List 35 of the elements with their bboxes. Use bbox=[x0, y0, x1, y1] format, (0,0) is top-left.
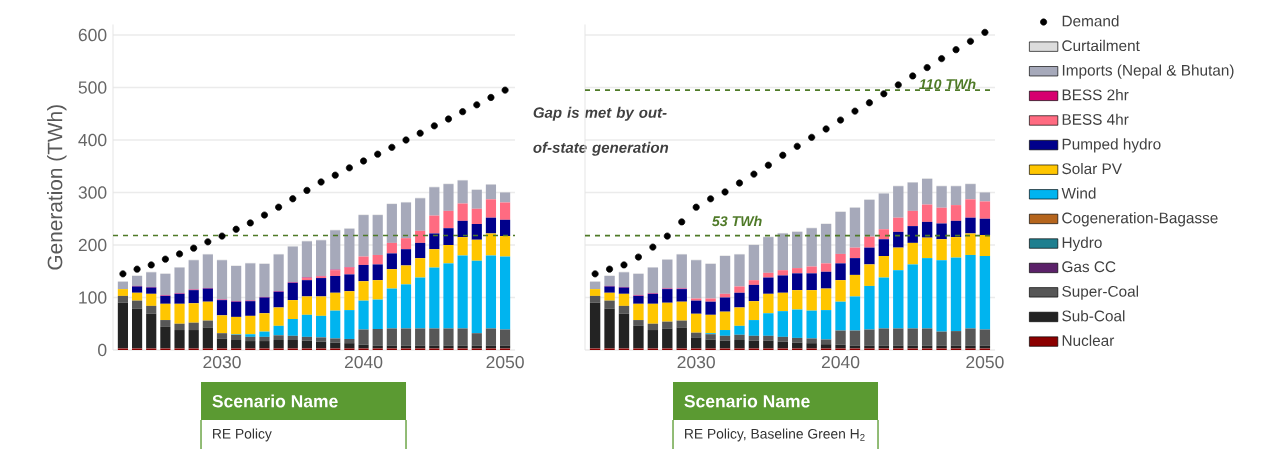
x-tick-label: 2040 bbox=[344, 355, 383, 369]
legend-label: Super-Coal bbox=[1062, 285, 1139, 300]
text: Scenario Name bbox=[212, 394, 338, 408]
x-tick-label: 2050 bbox=[486, 355, 524, 369]
annotation: 53 TWh bbox=[712, 215, 762, 227]
y-tick-label: 0 bbox=[98, 343, 107, 357]
legend-label: Gas CC bbox=[1062, 261, 1116, 273]
legend-label: Solar PV bbox=[1062, 162, 1122, 175]
text: RE Policy bbox=[213, 428, 272, 442]
x-tick-label: 2050 bbox=[966, 355, 1004, 369]
y-tick-label: 200 bbox=[78, 238, 107, 252]
y-axis-title: Generation (TWh) bbox=[47, 105, 67, 270]
legend-label: BESS 2hr bbox=[1062, 89, 1129, 101]
legend-label: Wind bbox=[1061, 187, 1096, 199]
text: Scenario Name bbox=[684, 394, 810, 408]
legend-label: Cogeneration-Bagasse bbox=[1062, 212, 1218, 227]
x-tick-label: 2030 bbox=[203, 355, 241, 369]
legend-label: Pumped hydro bbox=[1062, 138, 1161, 153]
text: Gap is met by out-of-state generation bbox=[533, 106, 669, 156]
x-tick-label: 2040 bbox=[821, 355, 860, 369]
legend-label: Hydro bbox=[1062, 236, 1102, 252]
y-tick-label: 500 bbox=[78, 81, 107, 94]
legend-label: Curtailment bbox=[1062, 39, 1140, 52]
annotation: 110 TWh bbox=[919, 78, 976, 90]
legend-label: Sub-Coal bbox=[1062, 310, 1125, 322]
legend-label: Demand bbox=[1062, 15, 1119, 27]
text: RE Policy, Baseline Green H$_{2}$ bbox=[685, 428, 865, 442]
y-tick-label: 100 bbox=[79, 291, 107, 304]
legend-label: Nuclear bbox=[1062, 334, 1115, 347]
y-tick-label: 400 bbox=[78, 133, 107, 147]
y-tick-label: 600 bbox=[78, 28, 107, 42]
legend-label: BESS 4hr bbox=[1062, 113, 1129, 125]
y-tick-label: 300 bbox=[78, 186, 107, 199]
legend-label: Imports (Nepal & Bhutan) bbox=[1062, 64, 1234, 79]
x-tick-label: 2030 bbox=[677, 355, 715, 369]
